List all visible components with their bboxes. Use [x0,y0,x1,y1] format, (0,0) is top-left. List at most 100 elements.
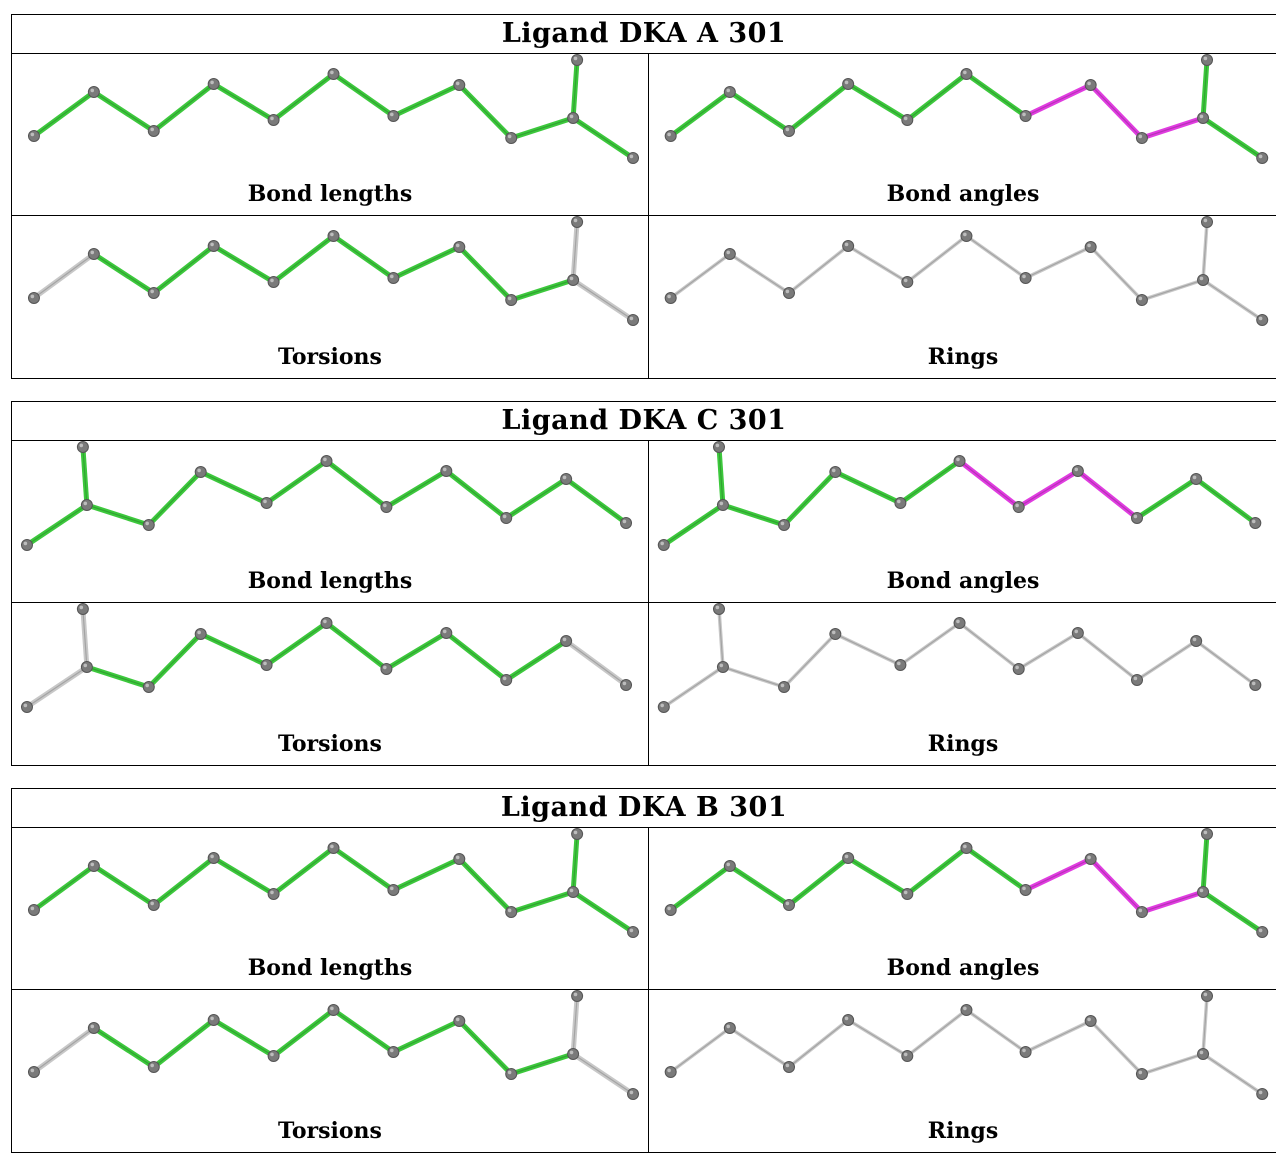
bond-shading [153,245,215,294]
bond-shading [26,504,88,546]
atom-highlight [83,663,88,668]
atom-highlight [726,1024,731,1029]
atom-highlight [455,81,460,86]
bond [728,252,791,295]
bond [1140,278,1205,302]
atom-highlight [1203,830,1208,835]
atom-highlight [844,854,849,859]
atom-highlight [573,992,578,997]
bond [31,1025,97,1075]
atom-highlight [903,1052,908,1057]
atom [207,240,220,252]
atom [901,114,914,126]
bond [1088,1019,1144,1076]
bond-shading [670,253,731,299]
bond [24,502,90,548]
bond-shading [1141,117,1204,139]
atom [147,287,160,299]
atom-highlight [573,56,578,61]
bond-shading [33,1027,95,1073]
bond-shading [572,891,634,933]
bond-shading [458,84,512,139]
atom-highlight [726,250,731,255]
bond [91,89,157,134]
bond-shading [663,504,724,546]
bond-shading [26,666,88,708]
atom-highlight [844,80,849,85]
bond-shading [511,891,574,913]
atom [571,54,584,66]
bond [1201,994,1209,1056]
molecule-diagram [27,216,640,326]
bond [720,502,787,528]
atom-highlight [1074,629,1079,634]
atom-highlight [1022,274,1026,279]
atom [627,314,640,326]
bond-shading [93,91,155,132]
atom [327,68,340,80]
panel-label: Bond lengths [247,181,413,207]
atom-highlight [502,676,507,681]
bond-shading [213,83,274,121]
bond [503,476,569,521]
atom [627,152,640,164]
bond [91,1025,157,1070]
bond [330,1007,396,1055]
atom-highlight [270,278,274,283]
bond-shading [393,1020,460,1053]
bond-shading [729,253,790,294]
panel-label: Bond angles [886,955,1040,981]
bond-shading [788,1019,849,1068]
bond-shading [213,245,274,283]
atom [627,1088,640,1100]
atom [842,852,855,864]
bond-shading [906,1009,967,1057]
bond [1193,476,1258,526]
bond [390,856,462,893]
atom [1084,853,1097,865]
atom-highlight [622,681,627,686]
bond-shading [718,446,724,506]
bond-shading [266,460,327,504]
atom-highlight [831,468,836,473]
atom [440,627,453,639]
atom [387,1046,400,1058]
atom-highlight [726,88,731,93]
atom [782,1061,795,1073]
atom [20,701,33,713]
bond-shading [1077,470,1138,519]
atom-highlight [1138,134,1143,139]
bond [1016,631,1080,671]
molecule-diagram [27,54,640,164]
atom [901,888,914,900]
atom-highlight [785,1063,790,1068]
bond [833,632,903,667]
atom-highlight [330,70,334,75]
panel-label: Bond lengths [247,955,413,981]
atom [27,1066,40,1078]
atom [716,661,729,673]
atom [267,1050,280,1062]
atom-highlight [629,1090,634,1095]
atom [80,661,93,673]
atom-highlight [507,134,512,139]
atom-highlight [30,906,35,911]
bond [456,856,514,915]
panel-label: Bond angles [886,568,1040,594]
atom [778,681,791,693]
atom-highlight [1258,154,1263,159]
atom-highlight [785,127,790,132]
bond-angles-panel: Bond angles [649,828,1276,990]
bond-shading [847,1019,908,1057]
bond [782,632,838,689]
bond [31,89,97,139]
atom-highlight [23,703,28,708]
atom [147,1061,160,1073]
bond [1023,1019,1093,1054]
atom-highlight [90,88,95,93]
bond [786,855,851,908]
atom-highlight [844,242,849,247]
ligand-title: Ligand DKA A 301 [12,15,1276,54]
bond-angles-panel: Bond angles [649,54,1276,216]
atom-highlight [667,132,671,137]
